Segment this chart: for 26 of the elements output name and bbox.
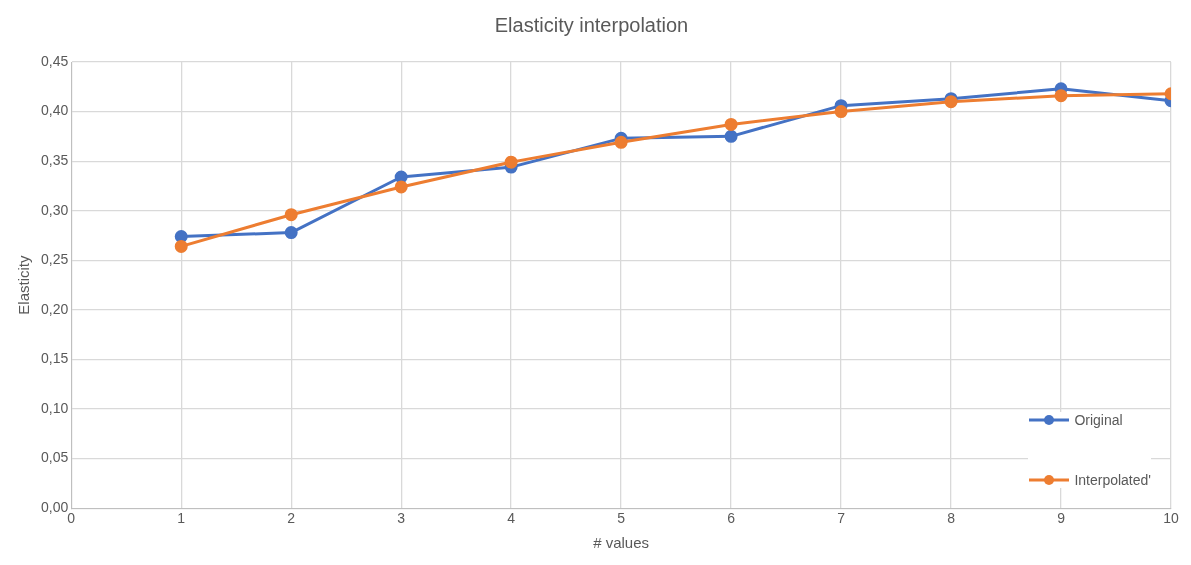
y-tick-label: 0,20 xyxy=(41,300,69,317)
x-axis-title: # values xyxy=(593,534,650,552)
x-tick-label: 9 xyxy=(1057,510,1066,527)
x-tick-label: 2 xyxy=(287,510,296,527)
y-tick-label: 0,35 xyxy=(41,152,69,169)
y-tick-label: 0,30 xyxy=(41,201,69,218)
x-tick-label: 0 xyxy=(67,510,76,527)
x-tick-label: 1 xyxy=(177,510,186,527)
chart-title: Elasticity interpolation xyxy=(494,13,689,36)
x-tick-label: 6 xyxy=(727,510,736,527)
y-tick-label: 0,15 xyxy=(41,350,69,367)
y-tick-label: 0,25 xyxy=(41,251,69,268)
x-tick-label: 3 xyxy=(397,510,406,527)
y-tick-label: 0,40 xyxy=(41,102,69,119)
y-tick-label: 0,05 xyxy=(41,449,69,466)
y-tick-label: 0,45 xyxy=(41,52,69,69)
y-tick-label: 0,10 xyxy=(41,399,69,416)
legend-label: Original xyxy=(1074,412,1123,429)
legend-label: Interpolated' xyxy=(1074,472,1151,489)
x-tick-label: 4 xyxy=(507,510,516,527)
y-axis-title: Elasticity xyxy=(15,255,33,315)
x-tick-label: 10 xyxy=(1163,510,1179,527)
x-tick-label: 5 xyxy=(617,510,626,527)
x-tick-label: 8 xyxy=(947,510,956,527)
y-tick-label: 0,00 xyxy=(41,499,69,516)
x-tick-label: 7 xyxy=(837,510,846,527)
